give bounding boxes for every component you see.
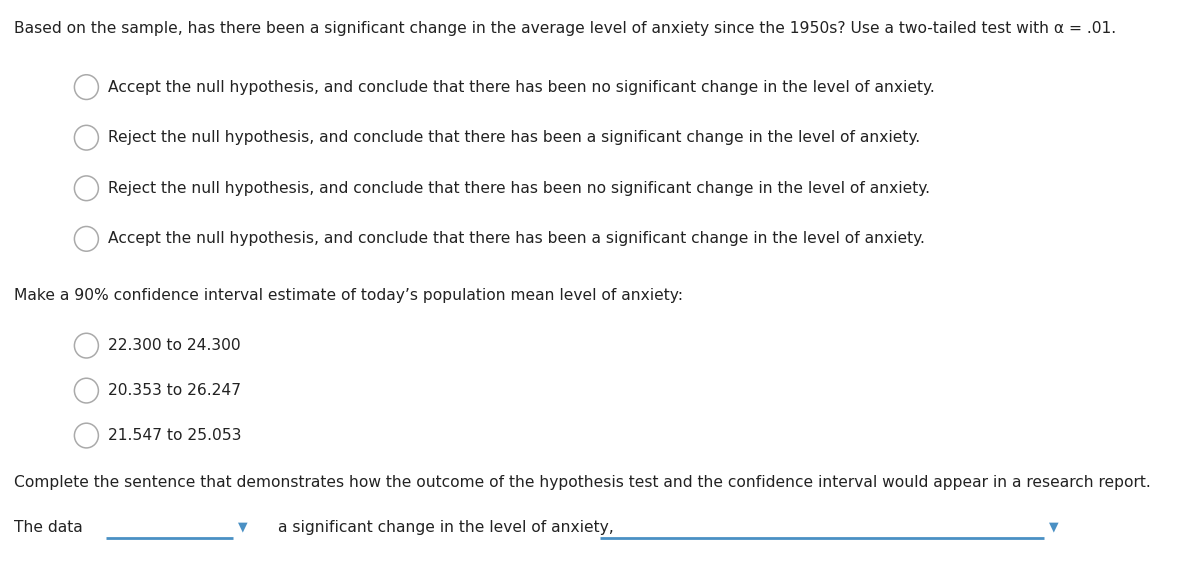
Text: ▼: ▼ <box>238 520 247 534</box>
Text: Based on the sample, has there been a significant change in the average level of: Based on the sample, has there been a si… <box>14 21 1116 37</box>
Text: Accept the null hypothesis, and conclude that there has been a significant chang: Accept the null hypothesis, and conclude… <box>108 232 925 246</box>
Text: 22.300 to 24.300: 22.300 to 24.300 <box>108 338 241 353</box>
Text: Reject the null hypothesis, and conclude that there has been a significant chang: Reject the null hypothesis, and conclude… <box>108 130 920 145</box>
Text: Reject the null hypothesis, and conclude that there has been no significant chan: Reject the null hypothesis, and conclude… <box>108 181 930 196</box>
Text: 20.353 to 26.247: 20.353 to 26.247 <box>108 383 241 398</box>
Text: ▼: ▼ <box>1049 520 1058 534</box>
Text: Make a 90% confidence interval estimate of today’s population mean level of anxi: Make a 90% confidence interval estimate … <box>14 288 684 303</box>
Text: The data: The data <box>14 520 83 534</box>
Text: Accept the null hypothesis, and conclude that there has been no significant chan: Accept the null hypothesis, and conclude… <box>108 80 935 94</box>
Text: Complete the sentence that demonstrates how the outcome of the hypothesis test a: Complete the sentence that demonstrates … <box>14 475 1151 490</box>
Text: 21.547 to 25.053: 21.547 to 25.053 <box>108 428 241 443</box>
Text: a significant change in the level of anxiety,: a significant change in the level of anx… <box>278 520 614 534</box>
